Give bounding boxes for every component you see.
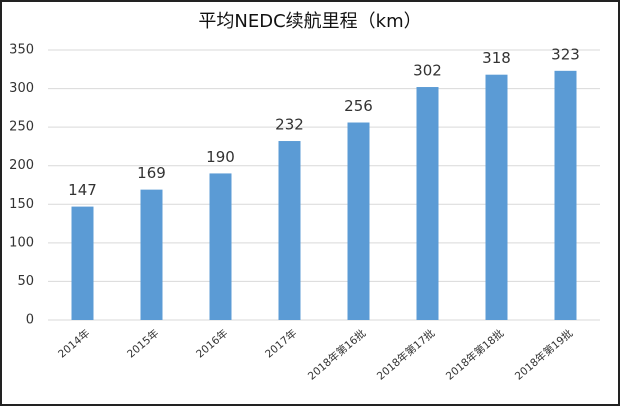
- bar: [140, 189, 163, 320]
- bar: [278, 141, 301, 320]
- chart-title: 平均NEDC续航里程（km）: [198, 11, 421, 32]
- value-label: 323: [551, 45, 580, 63]
- y-tick-label: 350: [9, 43, 34, 58]
- y-tick-label: 250: [9, 120, 34, 135]
- value-label: 190: [206, 148, 235, 166]
- bar: [347, 122, 370, 320]
- bar: [209, 173, 232, 320]
- y-tick-label: 200: [9, 158, 34, 173]
- value-label: 232: [275, 116, 304, 134]
- y-tick-label: 150: [9, 197, 34, 212]
- bar: [554, 70, 577, 320]
- value-label: 256: [344, 97, 373, 115]
- y-tick-label: 300: [9, 81, 34, 96]
- bar: [71, 206, 94, 320]
- value-label: 147: [68, 181, 97, 199]
- y-tick-label: 100: [9, 235, 34, 250]
- value-label: 318: [482, 49, 511, 67]
- y-tick-label: 50: [17, 274, 34, 289]
- bar: [416, 87, 439, 321]
- y-tick-label: 0: [26, 313, 34, 328]
- value-label: 302: [413, 62, 442, 80]
- value-label: 169: [137, 164, 166, 182]
- bar: [485, 74, 508, 320]
